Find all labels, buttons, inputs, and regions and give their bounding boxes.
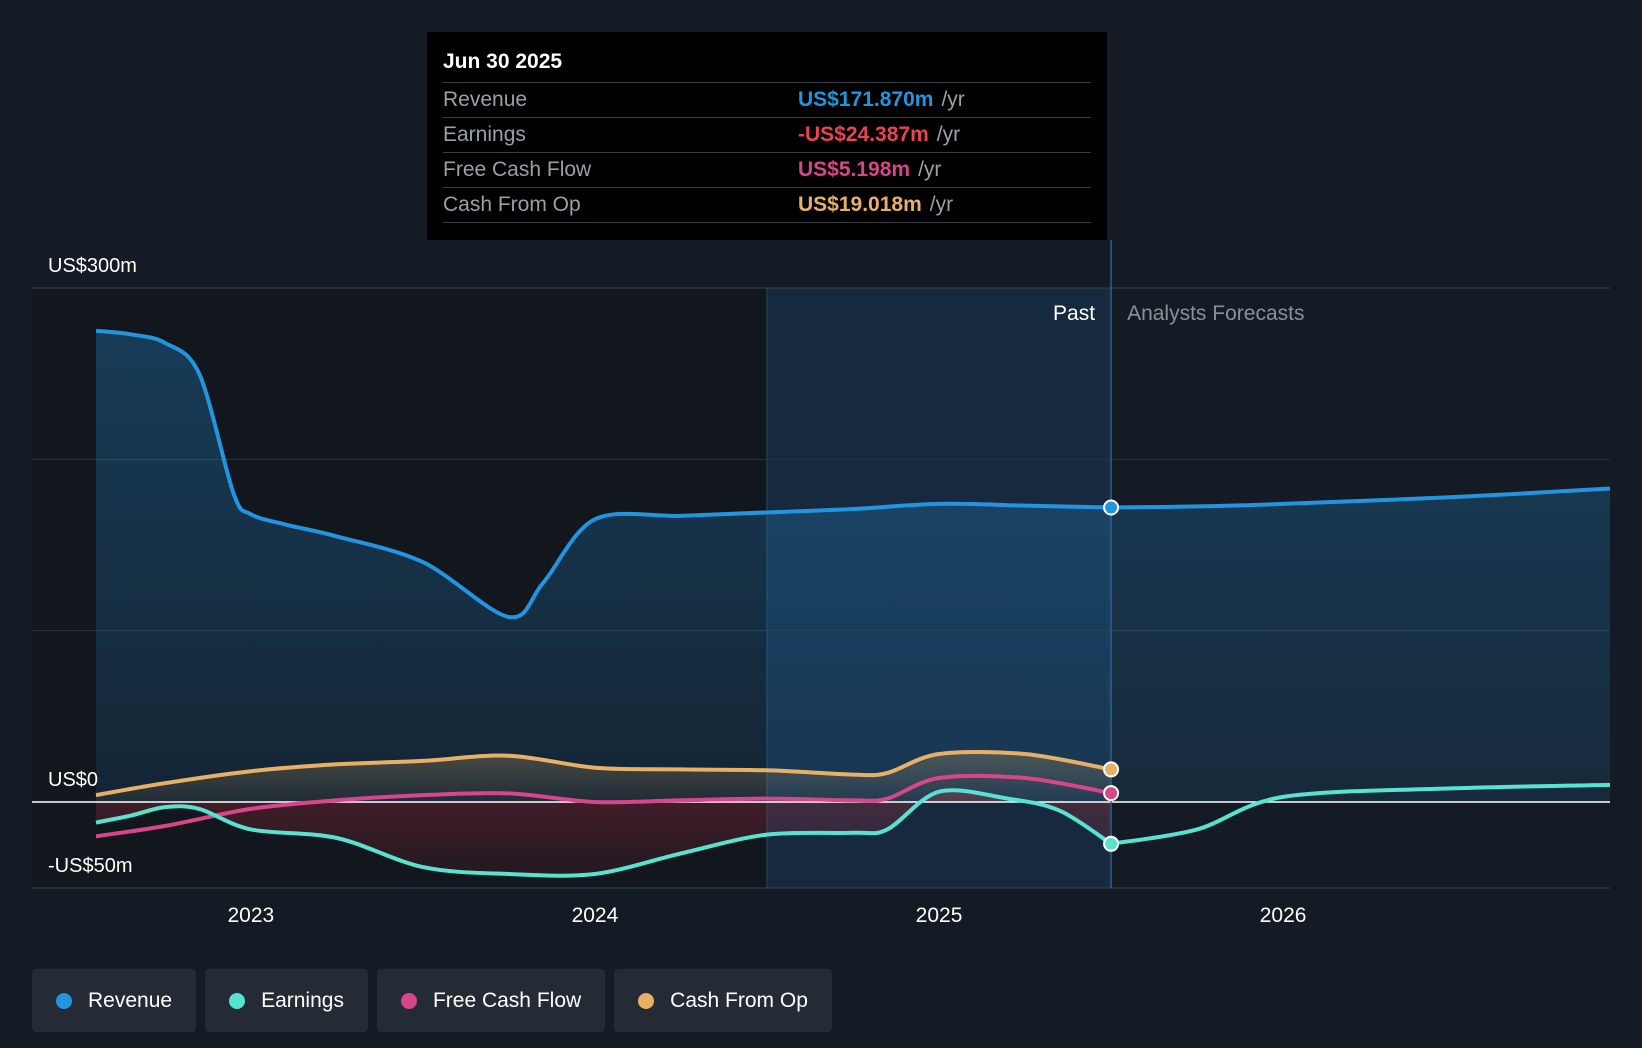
y-label-0: US$0 xyxy=(48,769,98,791)
legend-item-revenue[interactable]: Revenue xyxy=(32,969,197,1032)
tooltip-unit: /yr xyxy=(941,88,965,111)
tooltip-row-revenue: Revenue US$171.870m /yr xyxy=(443,82,1091,117)
tooltip-label: Earnings xyxy=(443,123,526,146)
tooltip-value: US$5.198m xyxy=(798,158,911,181)
tooltip-row-earnings: Earnings -US$24.387m /yr xyxy=(443,117,1091,152)
x-tick-2024: 2024 xyxy=(572,904,619,927)
legend-label: Earnings xyxy=(261,988,344,1012)
legend: Revenue Earnings Free Cash Flow Cash Fro… xyxy=(32,969,832,1032)
past-label: Past xyxy=(1053,302,1095,325)
tooltip-unit: /yr xyxy=(929,193,954,216)
tooltip-unit: /yr xyxy=(936,123,961,146)
tooltip-label: Cash From Op xyxy=(443,193,581,216)
cash-from-op-line xyxy=(95,749,1112,798)
legend-dot-icon xyxy=(229,992,246,1009)
x-tick-2026: 2026 xyxy=(1260,904,1307,927)
earnings-forecast-line xyxy=(1110,782,1611,846)
tooltip-value: -US$24.387m xyxy=(798,123,929,146)
tooltip-value: US$19.018m xyxy=(798,193,922,216)
tooltip-row-free-cash-flow: Free Cash Flow US$5.198m /yr xyxy=(443,152,1091,187)
legend-dot-icon xyxy=(638,992,655,1009)
free-cash-flow-line xyxy=(95,773,1112,839)
tooltip-label: Revenue xyxy=(443,88,528,111)
cash-from-op-marker[interactable] xyxy=(1103,761,1120,778)
forecast-label: Analysts Forecasts xyxy=(1127,302,1304,325)
tooltip-value: US$171.870m xyxy=(798,88,934,111)
tooltip-unit: /yr xyxy=(918,158,942,181)
legend-item-free-cash-flow[interactable]: Free Cash Flow xyxy=(376,969,606,1032)
tooltip-label: Free Cash Flow xyxy=(443,158,592,181)
legend-label: Revenue xyxy=(88,988,173,1012)
legend-label: Free Cash Flow xyxy=(432,988,582,1012)
revenue-area xyxy=(96,330,1610,802)
earnings-marker[interactable] xyxy=(1103,835,1120,852)
earnings-area xyxy=(96,790,1112,876)
y-label-300: US$300m xyxy=(48,255,137,277)
x-tick-2023: 2023 xyxy=(227,904,274,927)
tooltip-date: Jun 30 2025 xyxy=(443,50,563,73)
tooltip-row-cash-from-op: Cash From Op US$19.018m /yr xyxy=(443,187,1091,223)
x-tick-2025: 2025 xyxy=(916,904,963,927)
legend-dot-icon xyxy=(56,992,72,1009)
tooltip: Jun 30 2025 Revenue US$171.870m /yr Earn… xyxy=(427,32,1107,240)
revenue-forecast-line xyxy=(1111,486,1611,510)
legend-item-earnings[interactable]: Earnings xyxy=(205,969,368,1032)
legend-item-cash-from-op[interactable]: Cash From Op xyxy=(614,969,832,1032)
legend-label: Cash From Op xyxy=(670,988,808,1012)
y-label-minus-50: -US$50m xyxy=(48,855,132,877)
revenue-line xyxy=(95,328,1112,620)
legend-dot-icon xyxy=(400,992,417,1009)
free-cash-flow-marker[interactable] xyxy=(1103,785,1120,802)
earnings-line xyxy=(95,788,1113,878)
revenue-marker[interactable] xyxy=(1103,499,1120,516)
